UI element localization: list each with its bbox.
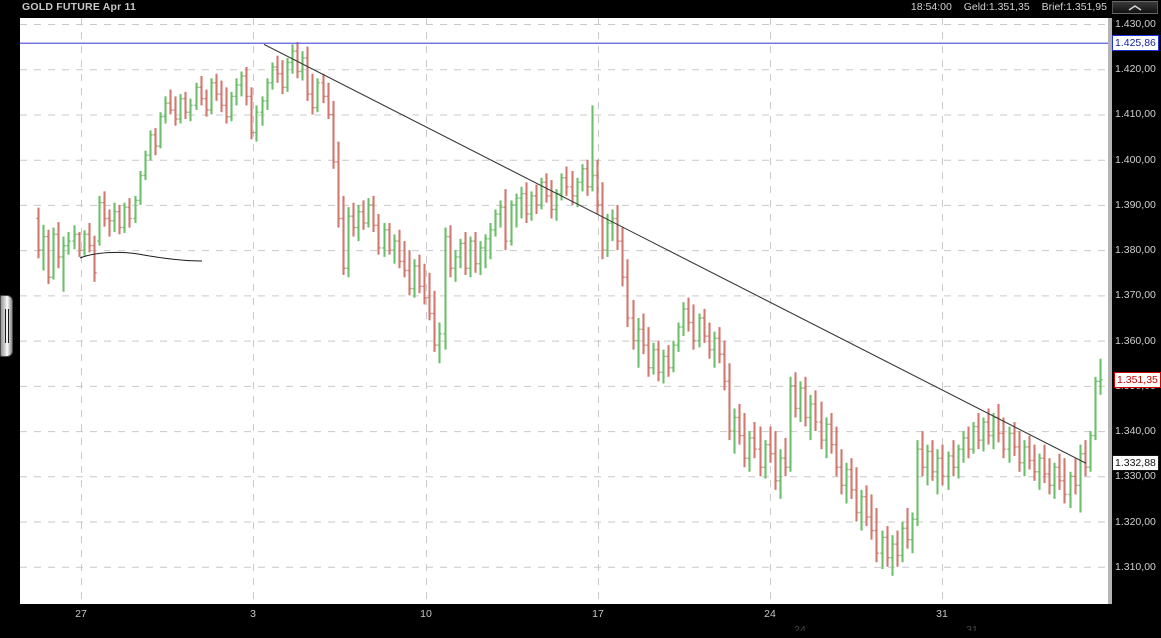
quote-strip: 18:54:00 Geld:1.351,35 Brief:1.351,95 (911, 0, 1107, 15)
price-axis-tick: 1.340,00 (1115, 425, 1156, 438)
date-axis-tick: 10 (420, 608, 432, 620)
plot-right-border (1108, 18, 1112, 623)
collapse-button[interactable] (1112, 1, 1158, 14)
date-axis[interactable]: 27 3 10 17 24 24 31 31 (0, 604, 1161, 638)
date-axis-subtick: 24 (794, 624, 806, 631)
page-title: GOLD FUTURE Apr 11 (22, 1, 137, 13)
chart-body (0, 15, 1161, 638)
window-titlebar: GOLD FUTURE Apr 11 18:54:00 Geld:1.351,3… (0, 0, 1161, 15)
quote-ask: Brief:1.351,95 (1041, 1, 1107, 13)
high-line-price-badge: 1.425,86 (1112, 34, 1159, 51)
date-axis-tick: 24 (764, 608, 776, 620)
price-series (36, 42, 1103, 576)
date-axis-tick: 27 (75, 608, 87, 620)
date-axis-tick: 17 (592, 608, 604, 620)
plot-area[interactable] (20, 18, 1108, 614)
price-axis-tick: 1.330,00 (1115, 470, 1156, 483)
price-axis-tick: 1.360,00 (1115, 334, 1156, 347)
price-axis-tick: 1.410,00 (1115, 108, 1156, 121)
gridlines (20, 18, 1108, 614)
price-axis-tick: 1.310,00 (1115, 560, 1156, 573)
price-axis-tick: 1.380,00 (1115, 244, 1156, 257)
price-axis-tick: 1.430,00 (1115, 18, 1156, 30)
quote-time: 18:54:00 (910, 1, 952, 13)
date-axis-subtick: 31 (966, 624, 978, 631)
price-axis[interactable]: 1.430,00 1.420,00 1.410,00 1.400,00 1.390,00… (1112, 15, 1161, 625)
price-axis-tick: 1.320,00 (1115, 515, 1156, 528)
handle-grip-line (4, 309, 6, 343)
chevron-up-icon (1125, 4, 1145, 12)
price-axis-tick: 1.400,00 (1115, 153, 1156, 166)
last-price-badge: 1.351,35 (1114, 371, 1161, 388)
price-axis-tick: 1.370,00 (1115, 289, 1156, 302)
date-axis-tick: 3 (250, 608, 256, 620)
price-axis-tick: 1.390,00 (1115, 198, 1156, 211)
left-resize-handle[interactable] (0, 295, 13, 357)
price-axis-tick: 1.420,00 (1115, 63, 1156, 76)
date-axis-tick: 31 (936, 608, 948, 620)
chart-overlays (20, 42, 1108, 464)
trendline-price-badge: 1.332,88 (1112, 455, 1159, 472)
handle-grip-line (7, 309, 9, 343)
quote-bid: Geld:1.351,35 (963, 1, 1030, 13)
